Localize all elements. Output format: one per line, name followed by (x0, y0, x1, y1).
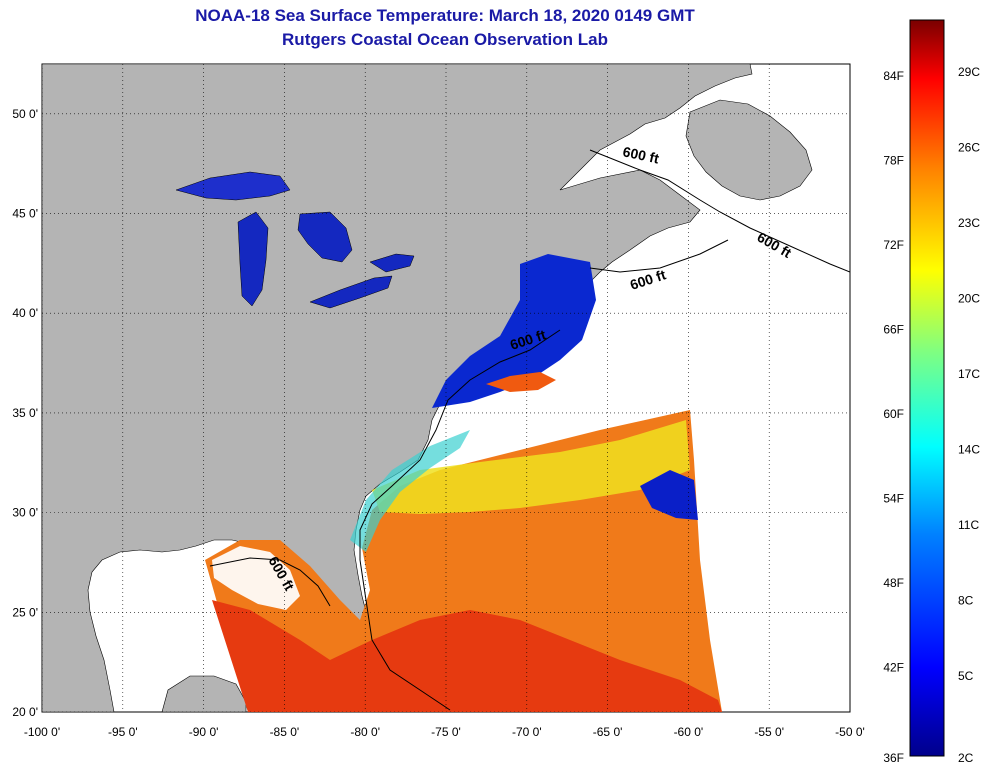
lon-tick-label: -65 0' (593, 725, 623, 739)
lake-superior (175, 171, 291, 201)
colorbar-f-label: 72F (883, 238, 904, 252)
lat-tick-label: 35 0' (12, 406, 38, 420)
map-subtitle: Rutgers Coastal Ocean Observation Lab (282, 30, 608, 49)
colorbar-f-label: 54F (883, 492, 904, 506)
longitude-labels: -100 0' -95 0' -90 0' -85 0' -80 0' -75 0' -70… (24, 725, 865, 739)
colorbar-f-label: 48F (883, 576, 904, 590)
lat-tick-label: 20 0' (12, 705, 38, 719)
colorbar-f-label: 78F (883, 154, 904, 168)
land-yucatan (161, 675, 247, 712)
colorbar-c-label: 20C (958, 292, 980, 306)
colorbar-celsius-labels: 29C 26C 23C 20C 17C 14C 11C 8C 5C 2C (958, 65, 980, 765)
colorbar-c-label: 5C (958, 669, 974, 683)
sst-warm-eddy (486, 372, 556, 392)
cloud-gulf (212, 546, 300, 610)
land-north-america (42, 64, 753, 712)
map-title: NOAA-18 Sea Surface Temperature: March 1… (195, 6, 695, 25)
lon-tick-label: -50 0' (835, 725, 865, 739)
land-newfoundland (685, 99, 813, 201)
lon-tick-label: -95 0' (108, 725, 138, 739)
colorbar-f-label: 60F (883, 407, 904, 421)
map-grid (41, 64, 851, 713)
sst-cold-shelf (432, 254, 596, 408)
contour-600ft-gulf (209, 557, 331, 607)
contour-600ft (359, 149, 850, 711)
contour-label-1: 600 ft (621, 143, 660, 166)
colorbar-c-label: 29C (958, 65, 980, 79)
lake-erie (309, 275, 393, 309)
colorbar-c-label: 11C (958, 518, 979, 532)
colorbar-c-label: 2C (958, 751, 974, 765)
lon-tick-label: -55 0' (754, 725, 784, 739)
colorbar-c-label: 14C (958, 443, 980, 457)
lon-tick-label: -85 0' (270, 725, 300, 739)
colorbar-c-label: 26C (958, 141, 980, 155)
colorbar-f-label: 84F (883, 69, 904, 83)
colorbar-f-label: 66F (883, 323, 904, 337)
lake-michigan (237, 211, 269, 307)
colorbar-c-label: 17C (958, 367, 980, 381)
sst-red-core (212, 600, 722, 712)
sst-gulf-stream (350, 430, 470, 552)
lon-tick-label: -60 0' (674, 725, 704, 739)
lat-tick-label: 45 0' (12, 207, 38, 221)
colorbar-c-label: 23C (958, 216, 980, 230)
lat-tick-label: 25 0' (12, 605, 38, 619)
lat-tick-label: 30 0' (12, 506, 38, 520)
colorbar (909, 19, 945, 757)
colorbar-f-label: 36F (883, 751, 904, 765)
lon-tick-label: -80 0' (350, 725, 380, 739)
lon-tick-label: -75 0' (431, 725, 461, 739)
lon-tick-label: -70 0' (512, 725, 542, 739)
lat-tick-label: 40 0' (12, 306, 38, 320)
sst-cold-eddy (640, 470, 698, 520)
lon-tick-label: -100 0' (24, 725, 60, 739)
lake-huron (297, 211, 353, 263)
lon-tick-label: -90 0' (189, 725, 219, 739)
latitude-labels: 50 0' 45 0' 40 0' 35 0' 30 0' 25 0' 20 0' (12, 107, 38, 719)
colorbar-f-label: 42F (883, 661, 904, 675)
colorbar-c-label: 8C (958, 594, 974, 608)
colorbar-fahrenheit-labels: 84F 78F 72F 66F 60F 54F 48F 42F 36F (883, 69, 904, 765)
lake-ontario (369, 253, 415, 273)
lat-tick-label: 50 0' (12, 107, 38, 121)
sst-yellow-band (372, 420, 690, 514)
